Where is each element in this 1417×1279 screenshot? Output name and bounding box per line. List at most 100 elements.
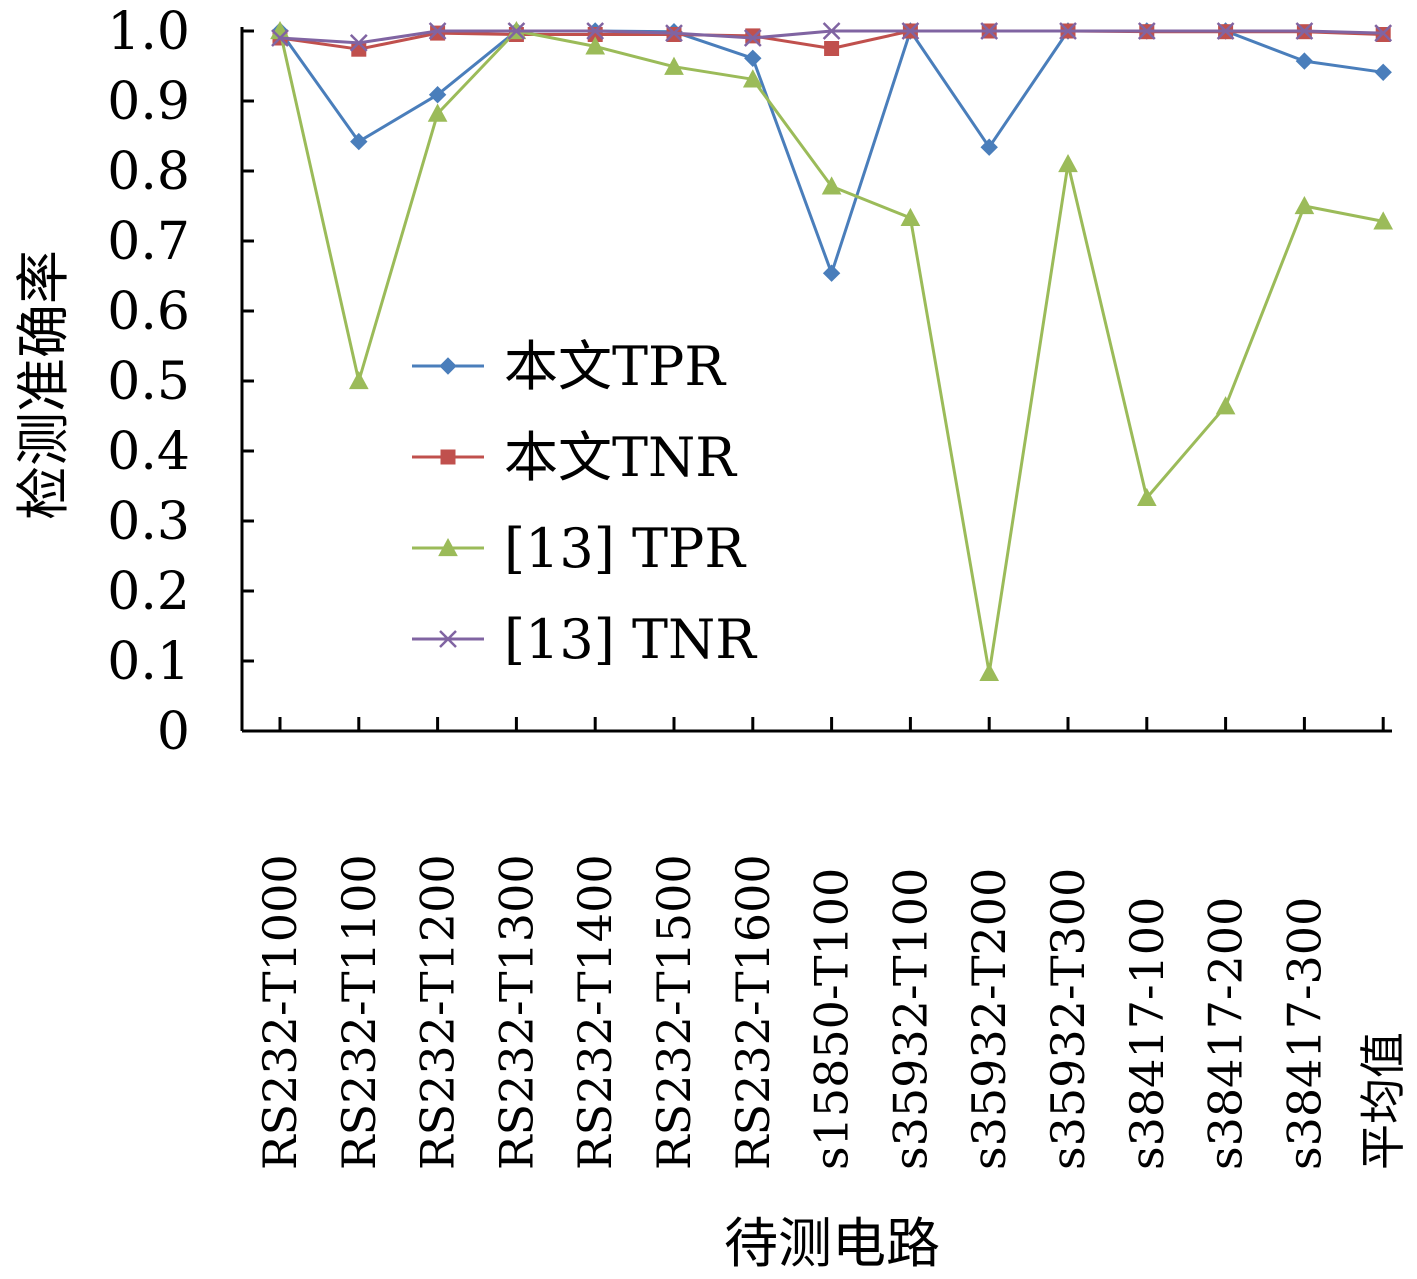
data-point-stroke [428,22,447,40]
legend-item: [13] TNR [412,608,757,671]
axes [240,27,1392,733]
data-point [980,138,998,156]
x-tick-label: RS232-T1100 [332,854,386,1170]
data-point-stroke [507,22,526,40]
y-tick-label: 0.3 [107,492,190,552]
data-point [1215,396,1236,415]
data-point [742,69,763,88]
data-point [507,22,526,40]
data-point [348,370,369,390]
data-point-stroke [1216,22,1235,40]
data-point-stroke [1295,22,1314,40]
legend-label: [13] TPR [504,517,746,580]
y-tick-label: 0.8 [107,142,190,202]
x-tick-label: RS232-T1300 [489,854,543,1170]
data-point [744,49,762,68]
data-point [1295,22,1314,40]
data-point-stroke [1137,22,1156,40]
data-point-stroke [901,22,920,40]
data-point [901,22,920,40]
data-point [745,28,761,44]
data-point [1295,52,1314,70]
data-point [428,85,447,104]
y-tick-label: 0.9 [107,72,190,132]
data-point-stroke [271,29,289,47]
y-tick-label: 0.2 [107,562,190,622]
series-lines [270,20,1394,682]
data-point-stroke [822,22,841,40]
x-tick-label: s38417-200 [1199,897,1253,1170]
y-tick-label: 0.1 [107,632,190,692]
data-point [822,22,841,40]
data-point [1058,153,1078,173]
y-tick-label: 0 [157,702,190,762]
x-tick-label: RS232-T1400 [568,854,622,1170]
data-point [1374,63,1392,82]
x-tick-label: s38417-300 [1277,897,1331,1170]
y-tick-label: 0.4 [107,422,190,482]
y-tick-label: 0.6 [107,282,190,342]
legend-item: 本文TPR [412,335,726,398]
data-point [349,34,368,52]
legend-item: [13] TPR [412,517,746,580]
data-point [822,264,841,282]
legend-swatch-marker [438,537,458,557]
data-point [1374,24,1393,42]
tick-labels: 0 0.1 0.2 0.3 0.4 0.5 0.6 0.7 0.8 0.9 1.0 RS232-T10… [107,2,1410,1170]
data-point-stroke [665,24,683,42]
legend-label: [13] TNR [504,608,757,671]
data-point-stroke [743,29,762,47]
legend-label: 本文TNR [504,426,737,489]
data-point [980,22,999,40]
data-point [271,29,289,47]
data-point [821,176,842,195]
series-3 [270,20,1394,682]
x-tick-label: RS232-T1500 [647,854,701,1170]
x-tick-label: 平均值 [1356,1032,1410,1170]
x-tick-label: s35932-T100 [883,868,937,1170]
data-point [1136,487,1157,507]
x-tick-label: s35932-T300 [1041,868,1095,1170]
data-point-stroke [1059,22,1077,40]
data-point [1216,22,1235,40]
data-point [665,24,683,42]
data-point-stroke [980,22,999,40]
data-point [585,36,606,55]
legend-swatch-marker [439,630,457,648]
x-tick-label: RS232-T1000 [253,854,307,1170]
x-tick-label: s38417-100 [1120,897,1174,1170]
data-point [979,662,1000,682]
data-point [1373,211,1394,230]
x-tick-label: RS232-T1600 [726,854,780,1170]
y-tick-label: 0.5 [107,352,190,412]
x-axis-label: 待测电路 [724,1212,940,1275]
y-axis-label: 检测准确率 [12,250,75,520]
data-point-stroke [586,22,605,40]
data-point [586,22,605,40]
legend-label: 本文TPR [504,335,726,398]
y-tick-label: 1.0 [107,2,190,62]
legend-swatch-marker [439,357,457,375]
data-point [428,22,447,40]
data-point [900,207,921,227]
series-4 [271,22,1393,52]
legend-swatch-marker [440,449,456,465]
x-tick-label: s35932-T200 [962,868,1016,1170]
legend-item: 本文TNR [412,426,737,489]
series-1 [271,22,1392,282]
legend-swatch-marker-stroke [439,630,457,648]
data-point [1294,195,1315,215]
data-point-stroke [1374,24,1393,42]
series-line [278,29,1384,675]
y-tick-label: 0.7 [107,212,190,272]
series-line [278,29,1384,275]
x-tick-label: s15850-T100 [805,868,859,1170]
data-point [664,56,684,75]
x-tick-label: RS232-T1200 [411,854,465,1170]
data-point [1059,22,1077,40]
legend: 本文TPR 本文TNR [13] TPR [13] TNR [412,335,757,671]
data-point [350,132,368,151]
data-point [1137,22,1156,40]
data-point-stroke [349,34,368,52]
